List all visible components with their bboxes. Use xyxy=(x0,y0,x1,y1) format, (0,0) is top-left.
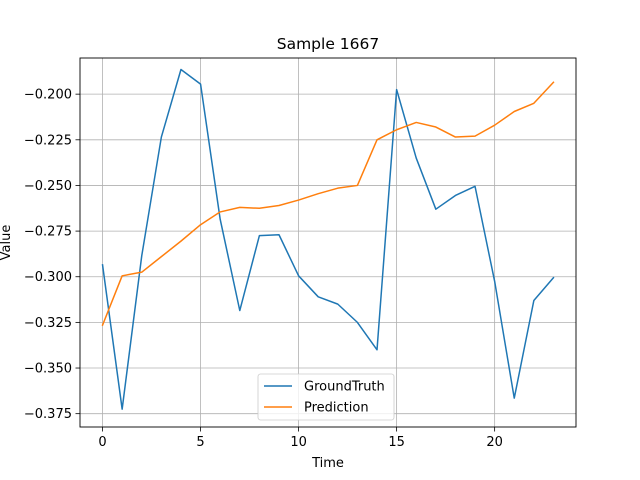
y-tick-label: −0.200 xyxy=(24,88,72,103)
series-line-prediction xyxy=(101,81,555,327)
chart-title: Sample 1667 xyxy=(277,35,380,53)
x-axis-label: Time xyxy=(311,456,344,471)
axis-ticks: 0 5 10 15 20 −0.375 −0.350 −0.325 −0.300 −0.275 −0… xyxy=(24,88,503,450)
y-axis-label: Value xyxy=(0,225,14,261)
x-tick-label: 20 xyxy=(486,435,503,450)
y-tick-label: −0.250 xyxy=(24,179,72,194)
x-tick-label: 15 xyxy=(388,435,405,450)
x-tick-label: 0 xyxy=(98,435,106,450)
x-tick-label: 5 xyxy=(196,435,204,450)
legend-label-groundtruth: GroundTruth xyxy=(304,380,385,395)
series-lines xyxy=(101,68,555,410)
y-tick-label: −0.325 xyxy=(24,316,72,331)
y-tick-label: −0.275 xyxy=(24,225,72,240)
series-line-groundtruth xyxy=(101,68,555,410)
x-tick-label: 10 xyxy=(290,435,307,450)
grid-lines xyxy=(80,58,576,427)
y-tick-label: −0.225 xyxy=(24,133,72,148)
legend-label-prediction: Prediction xyxy=(304,401,369,416)
y-tick-label: −0.375 xyxy=(24,407,72,422)
plot-area-frame xyxy=(79,57,577,428)
y-tick-label: −0.350 xyxy=(24,362,72,377)
y-tick-label: −0.300 xyxy=(24,270,72,285)
legend: GroundTruth Prediction xyxy=(257,373,395,421)
